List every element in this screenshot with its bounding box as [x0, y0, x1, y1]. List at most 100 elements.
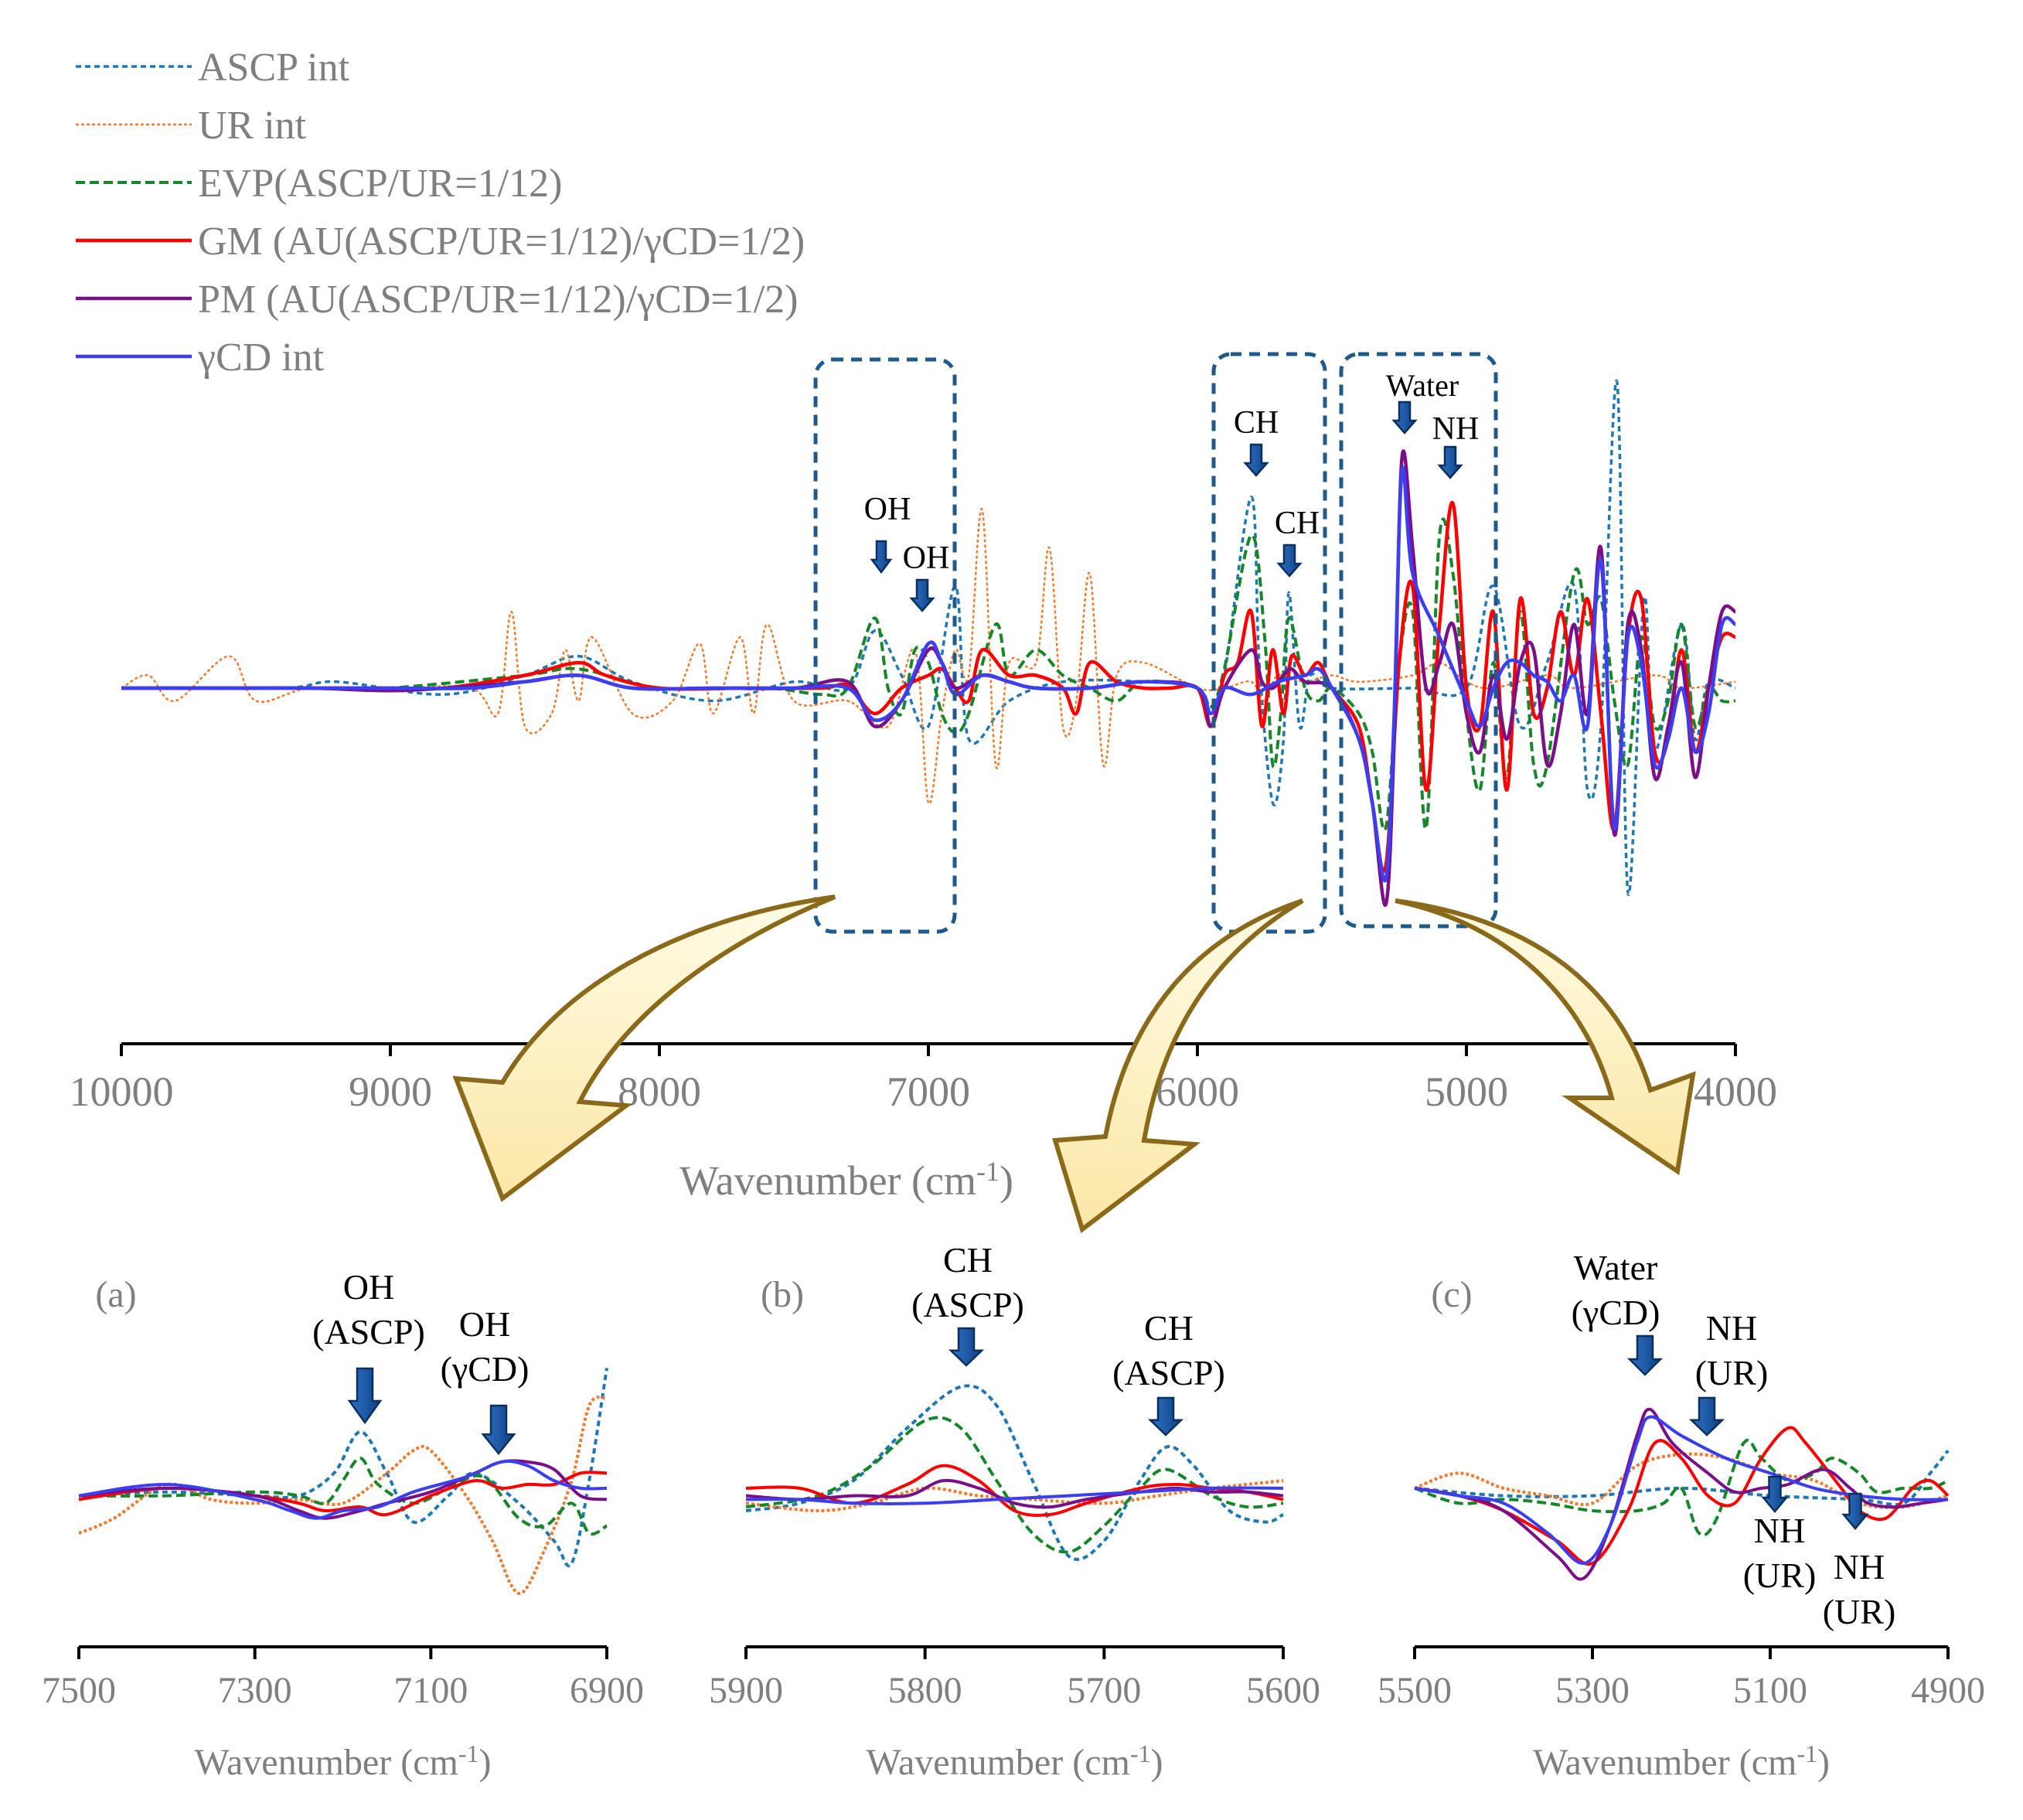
series-line-2 [78, 1457, 608, 1536]
main-x-axis: 10000 9000 8000 7000 6000 5000 4000 [70, 1042, 1777, 1115]
x-tick-label: 5500 [1378, 1670, 1452, 1711]
zoom-arrow-b [1052, 898, 1304, 1233]
x-tick-label: 5100 [1733, 1670, 1807, 1711]
panel-series [745, 1384, 1284, 1561]
series-line-2 [745, 1416, 1284, 1554]
x-tick-label: 6000 [1156, 1068, 1239, 1115]
panel-x-label: Wavenumber (cm-1) [867, 1740, 1163, 1783]
series-line-5 [1414, 1415, 1949, 1565]
legend-label: ASCP int [198, 46, 350, 90]
series-line-2 [121, 517, 1736, 832]
annotation-arrow-icon [1437, 445, 1463, 479]
annotation-label: OH [343, 1267, 394, 1307]
annotation-arrow-icon [1391, 400, 1418, 435]
series-line-0 [121, 379, 1736, 896]
region-box-oh [813, 357, 957, 934]
annotation-arrow-icon [347, 1367, 383, 1425]
main-series-group [121, 379, 1737, 907]
annotation-label: OH [459, 1304, 510, 1344]
annotation-label: CH [1144, 1308, 1194, 1348]
series-line-4 [745, 1478, 1284, 1509]
panel-axis: 7500 7300 7100 6900 [42, 1645, 644, 1711]
panel-annotations: Water (γCD) NH (UR) NH (UR) NH (UR) [1572, 1248, 1896, 1631]
panel-series [1414, 1407, 1950, 1581]
annotation-label: (ASCP) [312, 1312, 425, 1351]
annotation-label: Water [1386, 368, 1459, 403]
series-line-5 [121, 465, 1737, 883]
annotation-label: (γCD) [1572, 1293, 1660, 1332]
annotation-arrow-icon [481, 1404, 516, 1455]
series-line-5 [745, 1486, 1284, 1505]
panel-b: 5900 5800 5700 5600 (b) Wavenumber (cm-1) CH (A… [709, 1240, 1320, 1783]
x-tick-label: 9000 [349, 1068, 432, 1115]
x-tick-label: 7500 [42, 1670, 116, 1711]
series-line-2 [1414, 1439, 1949, 1537]
annotation-label: (UR) [1823, 1592, 1896, 1631]
annotation-label: CH [943, 1240, 993, 1280]
annotation-label: (ASCP) [1112, 1353, 1225, 1392]
series-line-4 [121, 449, 1737, 907]
x-tick-label: 7000 [887, 1068, 970, 1115]
region-box-ch [1211, 352, 1327, 934]
x-tick-label: 5600 [1246, 1670, 1320, 1711]
panel-label: (a) [95, 1274, 136, 1315]
annotation-arrow-icon [948, 1327, 985, 1367]
x-tick-label: 8000 [618, 1068, 701, 1115]
panel-a: 7500 7300 7100 6900 (a) Wavenumber (cm-1) OH (A… [42, 1267, 644, 1783]
x-tick-label: 6900 [570, 1670, 644, 1711]
annotation-label: OH [864, 492, 911, 527]
region-box-water-nh [1339, 352, 1498, 929]
legend-label: γCD int [197, 336, 325, 380]
panel-label: (b) [761, 1274, 804, 1315]
x-tick-label: 10000 [70, 1068, 174, 1115]
x-tick-label: 5300 [1555, 1670, 1630, 1711]
x-tick-label: 4900 [1911, 1670, 1985, 1711]
series-line-1 [78, 1396, 608, 1595]
annotation-label: NH [1706, 1308, 1757, 1348]
annotation-label: (UR) [1743, 1556, 1817, 1595]
annotation-arrow-icon [870, 540, 893, 574]
annotation-label: NH [1834, 1547, 1885, 1587]
annotation-label: (UR) [1695, 1353, 1769, 1392]
annotation-arrow-icon [1147, 1396, 1184, 1437]
main-x-label: Wavenumber (cm-1) [679, 1156, 1013, 1204]
panel-x-label: Wavenumber (cm-1) [1533, 1740, 1830, 1783]
panel-label: (c) [1431, 1274, 1472, 1315]
series-line-0 [745, 1384, 1284, 1561]
legend-label: PM (AU(ASCP/UR=1/12)/γCD=1/2) [198, 278, 799, 322]
series-line-5 [78, 1460, 608, 1520]
legend-label: GM (AU(ASCP/UR=1/12)/γCD=1/2) [198, 220, 805, 264]
series-line-4 [1414, 1407, 1949, 1581]
annotation-label: NH [1432, 411, 1480, 447]
panel-axis: 5500 5300 5100 4900 [1378, 1645, 1985, 1711]
annotation-label: CH [1275, 506, 1320, 541]
annotation-arrow-icon [909, 578, 935, 612]
annotation-arrow-icon [1761, 1475, 1789, 1513]
annotation-label: OH [903, 540, 950, 576]
legend-label: UR int [198, 104, 307, 148]
annotation-label: (ASCP) [911, 1285, 1024, 1324]
series-line-0 [78, 1368, 608, 1568]
zoom-arrows [452, 895, 1696, 1233]
series-line-1 [121, 508, 1736, 805]
annotation-arrow-icon [1243, 443, 1269, 477]
x-tick-label: 7300 [218, 1670, 292, 1711]
panel-c: 5500 5300 5100 4900 (c) Wavenumber (cm-1) Wate… [1378, 1248, 1985, 1783]
panel-x-label: Wavenumber (cm-1) [195, 1740, 492, 1783]
main-plot: 10000 9000 8000 7000 6000 5000 4000 OH OH CH CH Wa… [70, 352, 1777, 1204]
legend: ASCP int UR int EVP(ASCP/UR=1/12) GM (AU(… [76, 46, 805, 380]
panel-annotations: CH (ASCP) CH (ASCP) [911, 1240, 1225, 1437]
x-tick-label: 5000 [1425, 1068, 1508, 1115]
annotation-label: (γCD) [441, 1349, 530, 1389]
x-tick-label: 5700 [1067, 1670, 1141, 1711]
panel-annotations: OH (ASCP) OH (γCD) [312, 1267, 530, 1455]
annotation-label: CH [1234, 405, 1279, 441]
x-tick-label: 7100 [393, 1670, 468, 1711]
annotation-arrow-icon [1688, 1396, 1725, 1437]
x-tick-label: 5900 [709, 1670, 783, 1711]
zoom-arrow-a [452, 895, 836, 1202]
main-annotations: OH OH CH CH Water NH [864, 368, 1480, 612]
annotation-arrow-icon [1276, 544, 1303, 578]
x-tick-label: 5800 [888, 1670, 962, 1711]
